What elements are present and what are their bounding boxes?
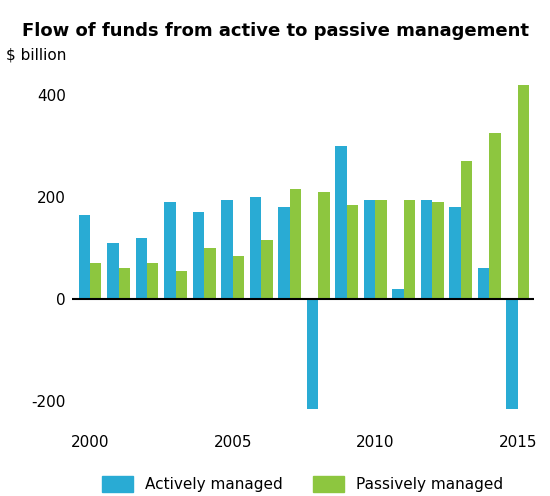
Bar — [136, 238, 147, 299]
Bar — [204, 248, 216, 299]
Bar — [336, 146, 346, 299]
Bar — [147, 263, 158, 299]
Text: $ billion: $ billion — [6, 47, 66, 62]
Legend: Actively managed, Passively managed: Actively managed, Passively managed — [96, 470, 509, 496]
Bar — [375, 199, 387, 299]
Bar — [478, 268, 490, 299]
Bar — [518, 85, 529, 299]
Bar — [261, 241, 273, 299]
Bar — [233, 255, 244, 299]
Bar — [392, 289, 404, 299]
Bar — [221, 199, 233, 299]
Bar — [79, 215, 90, 299]
Bar — [346, 205, 358, 299]
Bar — [461, 161, 472, 299]
Bar — [432, 202, 444, 299]
Bar — [421, 199, 432, 299]
Bar — [490, 133, 500, 299]
Bar — [250, 197, 261, 299]
Bar — [164, 202, 175, 299]
Bar — [290, 189, 301, 299]
Bar — [507, 299, 518, 409]
Bar — [318, 192, 329, 299]
Bar — [175, 271, 187, 299]
Bar — [119, 268, 130, 299]
Bar — [192, 212, 204, 299]
Bar — [90, 263, 101, 299]
Text: Flow of funds from active to passive management: Flow of funds from active to passive man… — [21, 22, 529, 40]
Bar — [307, 299, 318, 409]
Bar — [364, 199, 375, 299]
Bar — [449, 207, 461, 299]
Bar — [278, 207, 290, 299]
Bar — [404, 199, 415, 299]
Bar — [107, 243, 119, 299]
